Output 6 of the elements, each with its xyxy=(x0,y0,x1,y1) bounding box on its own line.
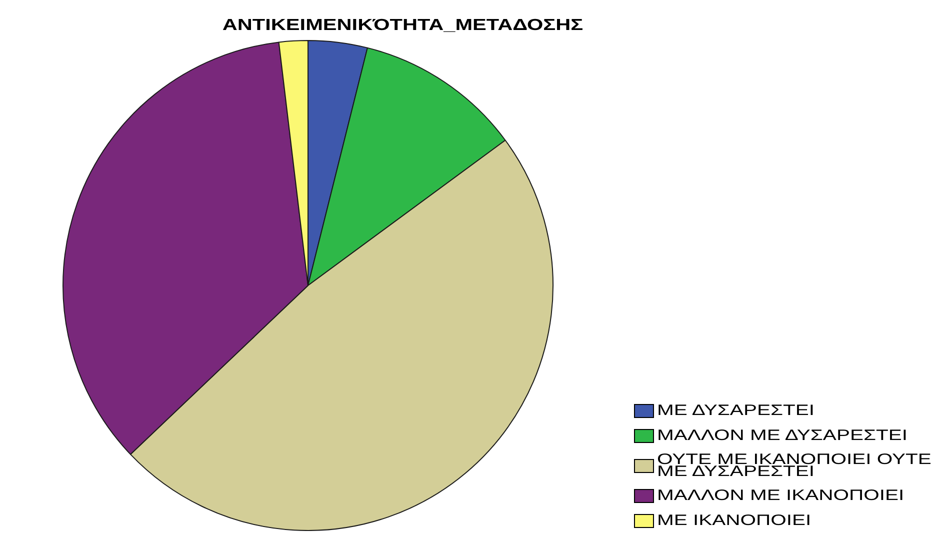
legend-label: ΟΥΤΕ ΜΕ ΙΚΑΝΟΠΟΙΕΙ ΟΥΤΕ ΜΕ ΔΥΣΑΡΕΣΤΕΙ xyxy=(657,451,932,480)
chart-title: ΑΝΤΙΚΕΙΜΕΝΙΚΌΤΗΤΑ_ΜΕΤΑΔΟΣΗΣ xyxy=(222,17,584,35)
legend-label: ΜΕ ΙΚΑΝΟΠΟΙΕΙ xyxy=(657,512,812,529)
legend-label: ΜΑΛΛΟΝ ΜΕ ΔΥΣΑΡΕΣΤΕΙ xyxy=(657,427,908,444)
legend-label: ΜΑΛΛΟΝ ΜΕ ΙΚΑΝΟΠΟΙΕΙ xyxy=(657,487,904,504)
legend-label: ΜΕ ΔΥΣΑΡΕΣΤΕΙ xyxy=(657,402,814,419)
